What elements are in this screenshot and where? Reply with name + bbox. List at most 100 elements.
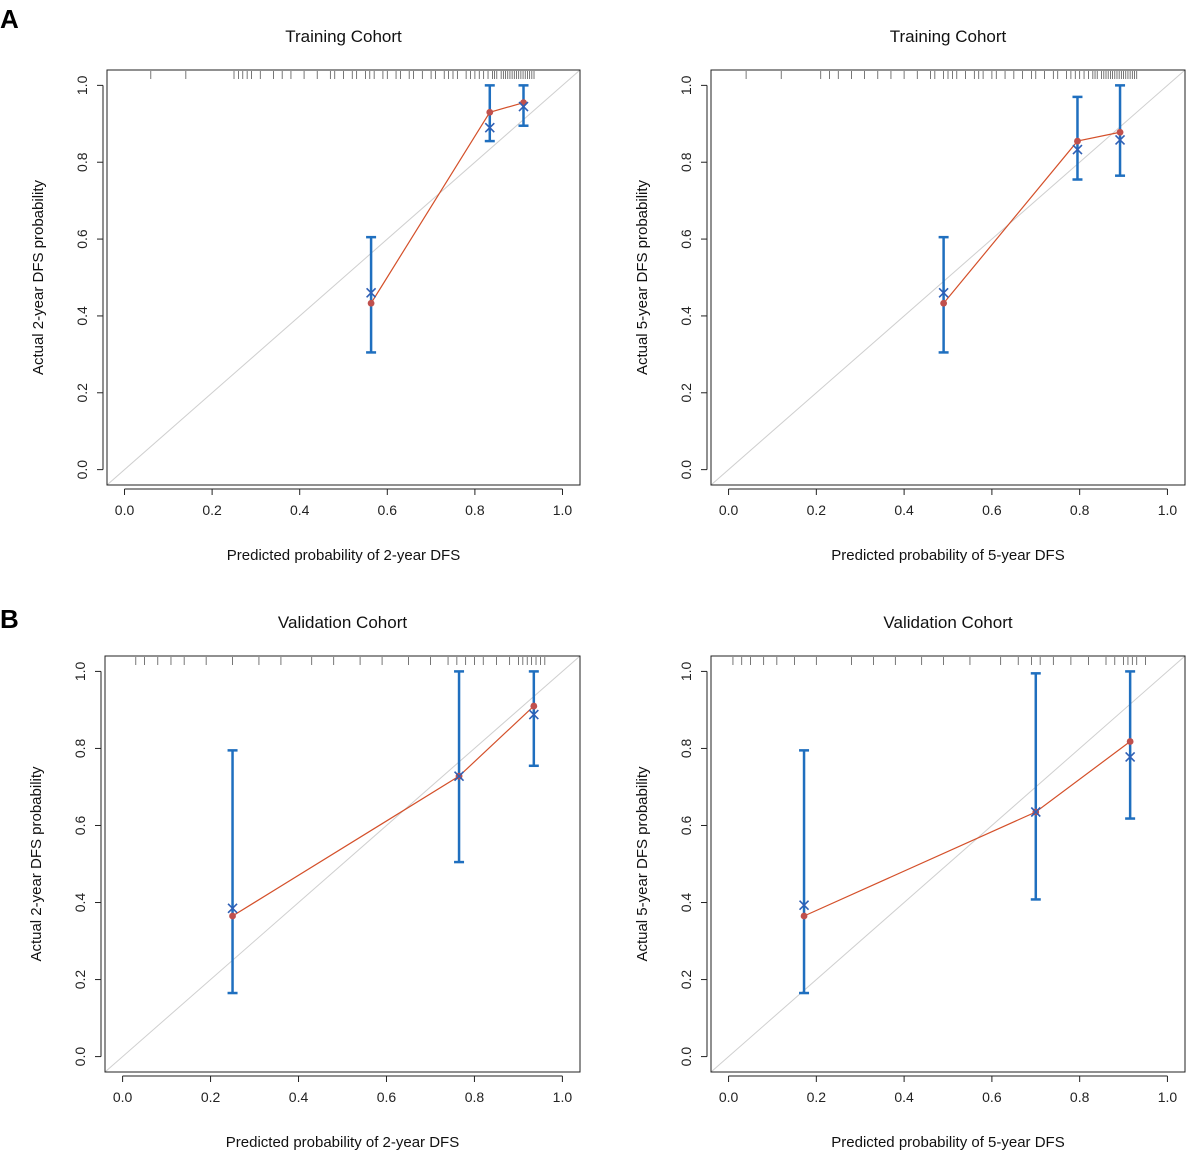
calibration-chart-3: Validation Cohort 0.0 0.2 0.4 0.6 0.8 1.0 0.0 0.… (28, 613, 581, 1151)
calibration-chart-2: Training Cohort 0.0 0.2 0.4 0.6 0.8 1.0 0.0 0.2 0… (634, 27, 1186, 564)
x-tick-label: 0.2 (807, 502, 827, 518)
y-axis-label: Actual 2-year DFS probability (28, 766, 45, 962)
y-tick-label: 0.0 (678, 1047, 694, 1067)
y-tick-label: 0.2 (74, 383, 90, 403)
y-tick-label: 0.6 (678, 816, 694, 836)
plot-frame (106, 69, 581, 486)
plot-frame (104, 655, 581, 1073)
y-tick-label: 1.0 (678, 75, 694, 95)
y-tick-label: 0.4 (678, 893, 694, 913)
calibration-chart-4: Validation Cohort 0.0 0.2 0.4 0.6 0.8 1.0 0.0 0.… (634, 613, 1186, 1151)
observed-cross-marker (1125, 751, 1136, 762)
calibration-chart-1: Training Cohort 0.0 0.2 0.4 0.6 0.8 1.0 0.0 0.2 0… (30, 27, 581, 564)
observed-cross-marker (1030, 806, 1041, 818)
y-tick-label: 0.4 (72, 893, 88, 913)
y-tick-label: 0.6 (74, 229, 90, 249)
observed-cross-marker (1072, 144, 1083, 155)
y-tick-label: 0.2 (678, 383, 694, 403)
apparent-calibration-line (943, 131, 1121, 304)
apparent-point (1126, 738, 1134, 745)
apparent-point (486, 108, 494, 116)
apparent-point (530, 702, 538, 710)
apparent-point (1074, 137, 1081, 145)
observed-cross-marker (366, 287, 377, 298)
y-tick-label: 0.4 (678, 306, 694, 326)
panel-letter-b: B (0, 604, 19, 634)
reference-diagonal-line (710, 69, 1186, 486)
y-tick-label: 0.8 (678, 739, 694, 759)
x-tick-label: 0.8 (465, 1089, 485, 1105)
y-tick-label: 0.0 (678, 460, 694, 480)
observed-cross-marker (453, 771, 465, 782)
apparent-point (800, 912, 808, 920)
x-tick-label: 0.2 (201, 1089, 221, 1105)
apparent-calibration-line (370, 102, 524, 304)
apparent-point (367, 299, 375, 307)
observed-cross-marker (798, 900, 810, 911)
x-tick-label: 0.0 (113, 1089, 133, 1105)
apparent-calibration-line (232, 705, 535, 917)
y-tick-label: 0.0 (74, 460, 90, 480)
apparent-point (1116, 128, 1124, 136)
observed-cross-marker (484, 122, 495, 133)
x-axis-label: Predicted probability of 5-year DFS (831, 547, 1064, 564)
chart-title: Training Cohort (890, 27, 1007, 46)
x-tick-label: 1.0 (1158, 1089, 1178, 1105)
y-tick-label: 1.0 (678, 661, 694, 681)
observed-cross-marker (1114, 134, 1126, 146)
y-tick-label: 0.2 (72, 970, 88, 990)
chart-title: Training Cohort (285, 27, 402, 46)
y-axis-label: Actual 5-year DFS probability (634, 179, 651, 375)
observed-cross-marker (227, 903, 238, 914)
x-tick-label: 1.0 (553, 1089, 573, 1105)
x-tick-label: 1.0 (553, 502, 573, 518)
y-axis-label: Actual 5-year DFS probability (634, 766, 651, 962)
plot-frame (710, 69, 1186, 486)
x-axis-label: Predicted probability of 2-year DFS (226, 1134, 459, 1151)
y-axis-label: Actual 2-year DFS probability (30, 179, 47, 375)
y-tick-label: 0.8 (72, 739, 88, 759)
x-tick-label: 0.4 (894, 1089, 914, 1105)
x-tick-label: 0.4 (289, 1089, 309, 1105)
x-tick-label: 0.6 (377, 1089, 397, 1105)
x-tick-label: 0.0 (719, 1089, 739, 1105)
x-tick-label: 0.8 (1070, 1089, 1090, 1105)
reference-diagonal-line (106, 69, 581, 486)
observed-cross-marker (528, 709, 539, 720)
reference-diagonal-line (104, 655, 581, 1073)
y-tick-label: 0.2 (678, 970, 694, 990)
y-tick-label: 0.6 (72, 816, 88, 836)
y-tick-label: 0.8 (678, 152, 694, 172)
x-tick-label: 0.2 (807, 1089, 827, 1105)
x-axis-label: Predicted probability of 2-year DFS (227, 547, 460, 564)
y-tick-label: 0.4 (74, 306, 90, 326)
x-axis-label: Predicted probability of 5-year DFS (831, 1134, 1064, 1151)
chart-title: Validation Cohort (278, 613, 407, 632)
y-tick-label: 0.8 (74, 152, 90, 172)
plot-frame (710, 655, 1186, 1073)
calibration-plots: Training Cohort 0.0 0.2 0.4 0.6 0.8 1.0 0.0 0.2 0… (28, 27, 1186, 1151)
x-tick-label: 0.0 (719, 502, 739, 518)
x-tick-label: 0.0 (115, 502, 135, 518)
y-tick-label: 1.0 (72, 661, 88, 681)
chart-title: Validation Cohort (883, 613, 1012, 632)
y-tick-label: 0.0 (72, 1047, 88, 1067)
x-tick-label: 1.0 (1158, 502, 1178, 518)
apparent-calibration-line (803, 741, 1131, 917)
x-tick-label: 0.6 (982, 502, 1002, 518)
x-tick-label: 0.6 (378, 502, 398, 518)
x-tick-label: 0.8 (465, 502, 485, 518)
x-tick-label: 0.4 (894, 502, 914, 518)
observed-cross-marker (518, 101, 529, 112)
reference-diagonal-line (710, 655, 1186, 1073)
y-tick-label: 0.6 (678, 229, 694, 249)
x-tick-label: 0.6 (982, 1089, 1002, 1105)
x-tick-label: 0.2 (202, 502, 222, 518)
x-tick-label: 0.8 (1070, 502, 1090, 518)
apparent-point (940, 299, 948, 307)
y-tick-label: 1.0 (74, 75, 90, 95)
apparent-point (229, 912, 236, 920)
x-tick-label: 0.4 (290, 502, 310, 518)
panel-letter-a: A (0, 4, 19, 34)
